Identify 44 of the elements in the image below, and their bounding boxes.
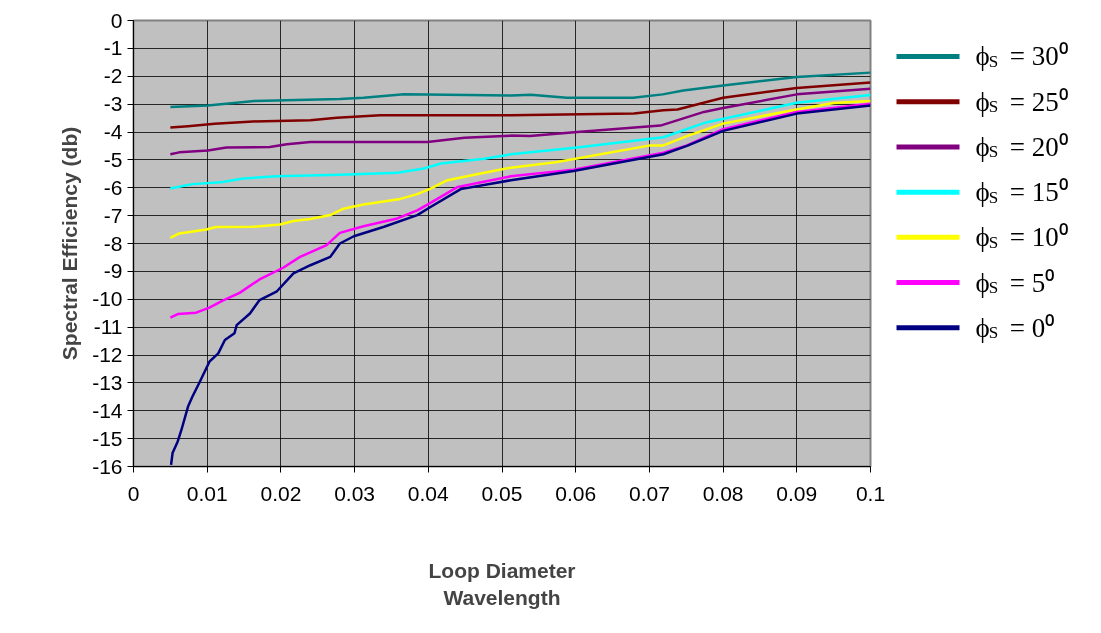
x-tick-label: 0.04 xyxy=(407,481,450,505)
x-tick-label: 0.08 xyxy=(702,481,744,505)
y-tick-label: -4 xyxy=(103,120,123,143)
x-tick-label: 0.1 xyxy=(855,481,886,505)
y-tick-label: -10 xyxy=(92,287,123,311)
y-tick-label: -8 xyxy=(103,231,123,255)
legend-label: ϕS = 15⁰ xyxy=(975,177,1068,208)
y-axis-title: Spectral Efficiency (db) xyxy=(58,126,82,361)
y-tick-label: -2 xyxy=(103,64,123,88)
y-tick-label: -9 xyxy=(103,259,123,283)
y-tick-label: -14 xyxy=(92,398,123,422)
x-tick-label: 0.01 xyxy=(186,481,228,505)
legend-label: ϕS = 0⁰ xyxy=(975,312,1055,343)
line-series xyxy=(169,104,871,467)
y-tick-label: 0 xyxy=(110,8,123,32)
y-tick-label: -16 xyxy=(92,454,123,478)
x-tick-label: 0.07 xyxy=(628,481,670,505)
y-tick-label: -6 xyxy=(103,175,123,199)
line-series xyxy=(169,87,871,156)
y-tick-label: -13 xyxy=(92,370,123,394)
legend-label: ϕS = 30⁰ xyxy=(975,41,1068,72)
line-series xyxy=(169,99,871,240)
legend-label: ϕS = 25⁰ xyxy=(975,86,1068,117)
x-tick-label: 0.05 xyxy=(481,481,523,505)
y-tick-label: -7 xyxy=(103,203,123,227)
x-tick-label: 0.06 xyxy=(555,481,597,505)
legend-label: ϕS = 5⁰ xyxy=(975,267,1055,298)
y-tick-label: -12 xyxy=(92,343,123,366)
y-tick-label: -5 xyxy=(103,147,123,171)
legend-label: ϕS = 20⁰ xyxy=(975,131,1068,162)
line-series xyxy=(169,102,871,319)
y-tick-label: -11 xyxy=(93,315,123,339)
line-series xyxy=(169,93,871,190)
y-tick-label: -3 xyxy=(103,92,123,116)
line-series xyxy=(169,71,871,109)
x-axis-title: Loop Diameter Wavelength xyxy=(428,558,576,610)
y-tick-label: -15 xyxy=(92,426,123,450)
legend-label: ϕS = 10⁰ xyxy=(975,222,1068,253)
x-tick-label: 0.02 xyxy=(260,481,302,505)
x-tick-label: 0 xyxy=(127,481,140,505)
x-tick-label: 0.03 xyxy=(334,481,376,505)
line-series xyxy=(169,81,871,129)
x-tick-label: 0.09 xyxy=(776,481,818,505)
y-tick-label: -1 xyxy=(103,36,123,60)
